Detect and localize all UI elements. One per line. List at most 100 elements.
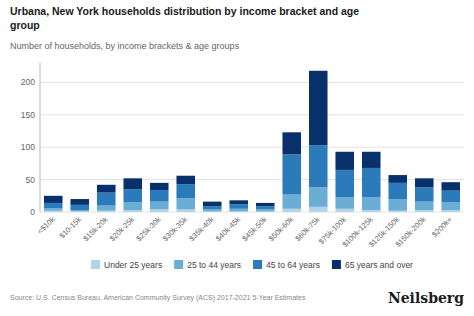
legend-swatch [332, 260, 341, 269]
x-tick-label: $10-15k [57, 215, 83, 241]
bar-segment [335, 197, 354, 209]
bar-segment [282, 209, 301, 212]
grid-line [40, 147, 464, 148]
bar-segment [176, 209, 195, 212]
bar-segment [309, 187, 328, 206]
bar-segment [176, 198, 195, 209]
bar-segment [256, 209, 275, 211]
bar-segment [97, 193, 116, 206]
bar-segment [203, 206, 222, 209]
x-tick-label: $30k-35k [161, 215, 189, 243]
legend-label: 45 to 64 years [266, 260, 320, 270]
bar-segment [335, 170, 354, 197]
grid-line [40, 82, 464, 83]
bars [44, 71, 460, 212]
bar-segment [335, 209, 354, 212]
bar-segment [388, 211, 407, 212]
bar-segment [229, 204, 248, 209]
x-tick-label: $25k-30k [134, 215, 162, 243]
legend-label: 65 years and over [345, 260, 413, 270]
x-tick-label: $45k-50k [240, 215, 268, 243]
legend-swatch [174, 260, 183, 269]
legend: Under 25 years 25 to 44 years 45 to 64 yea… [91, 260, 413, 270]
title: Urbana, New York households distribution… [10, 5, 359, 31]
bar-segment [123, 189, 142, 202]
bar-segment [309, 145, 328, 187]
grid-line [40, 114, 464, 115]
bar-segment [415, 178, 434, 187]
y-tick-label: 0 [30, 207, 35, 217]
brand: Neilsberg [388, 290, 464, 306]
bar-segment [362, 210, 381, 212]
bar-segment [176, 176, 195, 184]
y-tick-label: 200 [21, 77, 35, 87]
bar-segment [415, 187, 434, 201]
subtitle: Number of households, by income brackets… [10, 41, 240, 51]
bar-segment [441, 210, 460, 212]
bar-segment [309, 207, 328, 212]
chart: Urbana, New York households distribution… [0, 0, 474, 316]
bar-segment [388, 175, 407, 183]
bar-segment [70, 211, 89, 212]
x-tick-label: $20k-25k [108, 215, 136, 243]
bar-segment [256, 206, 275, 209]
bar-segment [150, 183, 169, 190]
bar-segment [70, 205, 89, 210]
bar-segment [123, 178, 142, 189]
x-tick-label: $50k-60k [267, 215, 295, 243]
bar-segment [362, 168, 381, 197]
x-tick-label: $150k-200k [393, 215, 427, 249]
bar-segment [70, 210, 89, 211]
y-tick-label: 100 [21, 142, 35, 152]
bar-segment [44, 211, 63, 212]
x-tick-label: <$10k [36, 215, 57, 236]
bar-segment [176, 184, 195, 198]
bar-segment [44, 208, 63, 211]
background [0, 0, 474, 316]
bar-segment [282, 195, 301, 209]
bar-segment [282, 132, 301, 154]
bar-segment [362, 197, 381, 210]
bar-segment [70, 199, 89, 205]
bar-segment [123, 202, 142, 210]
bar-segment [282, 154, 301, 194]
bar-segment [256, 203, 275, 206]
bar-segment [335, 152, 354, 170]
bar-segment [150, 209, 169, 212]
bar-segment [309, 71, 328, 146]
bar-segment [362, 152, 381, 168]
x-tick-label: $40k-45k [214, 215, 242, 243]
bar-segment [441, 202, 460, 210]
y-tick-label: 150 [21, 110, 35, 120]
bar-segment [388, 199, 407, 211]
legend-swatch [253, 260, 262, 269]
bar-segment [415, 202, 434, 210]
bar-segment [97, 211, 116, 212]
legend-label: Under 25 years [104, 260, 162, 270]
legend-swatch [91, 260, 100, 269]
legend-label: 25 to 44 years [187, 260, 241, 270]
x-tick-label: $35k-40k [187, 215, 215, 243]
bar-segment [97, 206, 116, 211]
x-tick-label: $15k-20k [81, 215, 109, 243]
bar-segment [203, 202, 222, 207]
x-axis: <$10k$10-15k$15k-20k$20k-25k$25k-30k$30k… [36, 214, 455, 249]
bar-segment [441, 191, 460, 203]
bar-segment [441, 182, 460, 190]
y-axis: 0 50 100 150 200 [21, 63, 464, 217]
bar-segment [44, 203, 63, 208]
x-tick-label: $200k+ [430, 214, 454, 238]
bar-segment [229, 200, 248, 204]
bar-segment [44, 196, 63, 203]
grid-line [40, 212, 464, 213]
y-tick-label: 50 [26, 175, 36, 185]
bar-segment [123, 210, 142, 212]
bar-segment [415, 210, 434, 212]
source: Source: U.S. Census Bureau, American Com… [10, 294, 306, 302]
bar-segment [229, 209, 248, 212]
bar-segment [388, 183, 407, 199]
bar-segment [150, 190, 169, 202]
bar-segment [97, 185, 116, 193]
bar-segment [203, 209, 222, 211]
y-axis-line [40, 63, 41, 212]
